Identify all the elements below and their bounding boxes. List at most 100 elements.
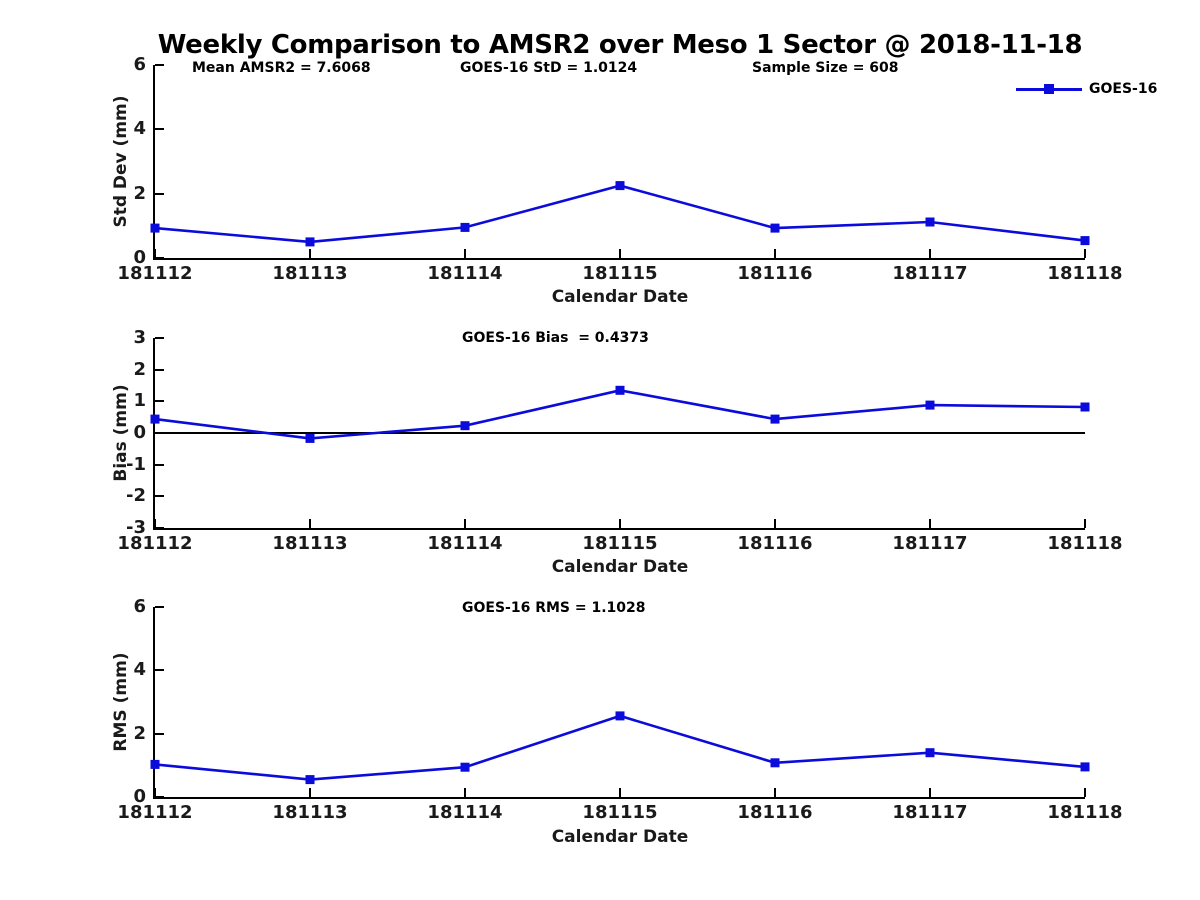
y-tick-label: 0 xyxy=(133,786,146,807)
x-tick-label: 181112 xyxy=(117,263,193,284)
y-tick-mark xyxy=(155,64,164,66)
chart-title: Weekly Comparison to AMSR2 over Meso 1 S… xyxy=(157,30,1083,60)
data-point-marker xyxy=(460,762,470,772)
legend: GOES-16 xyxy=(1016,81,1157,97)
data-point-marker xyxy=(1080,236,1090,246)
y-tick-mark xyxy=(155,527,164,529)
x-tick-label: 181116 xyxy=(737,263,813,284)
x-tick-label: 181116 xyxy=(737,802,813,823)
data-point-marker xyxy=(460,421,470,431)
y-tick-label: 6 xyxy=(133,54,146,75)
x-tick-mark xyxy=(309,788,311,797)
y-tick-mark xyxy=(155,669,164,672)
x-tick-mark xyxy=(1084,249,1086,258)
y-tick-mark xyxy=(155,337,164,339)
series-plot xyxy=(150,711,1090,785)
y-tick-label: 1 xyxy=(133,390,146,412)
x-axis-label-bias: Calendar Date xyxy=(551,557,689,577)
x-tick-mark xyxy=(464,249,466,258)
data-point-marker xyxy=(1080,762,1090,772)
plot-area-bias: 3 2 1 0 -1 -2 -3 181112 181113 181114 181115 181116… xyxy=(117,327,1122,554)
x-tick-mark xyxy=(464,788,466,797)
x-tick-mark xyxy=(619,788,621,797)
annotation-goes16-std: GOES-16 StD = 1.0124 xyxy=(460,60,638,76)
y-tick-label: 0 xyxy=(133,422,146,443)
y-tick-mark xyxy=(155,495,164,498)
x-tick-mark xyxy=(929,519,931,528)
data-point-marker xyxy=(305,433,315,443)
x-tick-label: 181117 xyxy=(892,263,968,284)
data-point-marker xyxy=(770,414,780,424)
x-tick-label: 181117 xyxy=(892,533,968,554)
data-point-marker xyxy=(1080,402,1090,412)
x-tick-label: 181115 xyxy=(582,533,658,554)
y-tick-label: 2 xyxy=(133,722,146,744)
series-line xyxy=(154,714,1086,781)
series-plot xyxy=(150,385,1090,443)
x-tick-label: 181115 xyxy=(582,263,658,284)
data-point-marker xyxy=(615,711,625,721)
legend-label: GOES-16 xyxy=(1089,81,1158,97)
x-tick-mark xyxy=(619,519,621,528)
legend-line-sample xyxy=(1016,84,1082,94)
legend-square-marker-icon xyxy=(1044,84,1054,94)
x-tick-mark xyxy=(774,788,776,797)
zero-reference-line xyxy=(155,432,1085,434)
y-tick-label: 6 xyxy=(133,596,146,617)
x-tick-label: 181114 xyxy=(427,263,503,284)
x-tick-label: 181113 xyxy=(272,263,348,284)
x-tick-mark xyxy=(1084,788,1086,797)
x-tick-label: 181114 xyxy=(427,802,503,823)
x-tick-mark xyxy=(309,519,311,528)
annotation-goes16-rms: GOES-16 RMS = 1.1028 xyxy=(462,600,646,616)
y-tick-label: -3 xyxy=(126,517,146,538)
y-tick-mark xyxy=(155,463,164,466)
annotation-goes16-bias: GOES-16 Bias = 0.4373 xyxy=(462,330,649,346)
y-tick-mark xyxy=(155,732,164,735)
x-tick-label: 181115 xyxy=(582,802,658,823)
y-tick-mark xyxy=(155,128,164,131)
x-tick-label: 181118 xyxy=(1047,802,1123,823)
data-point-marker xyxy=(150,759,160,769)
y-tick-label: -2 xyxy=(126,485,146,507)
y-tick-label: 2 xyxy=(133,182,146,204)
plot-area-stddev: 0 2 4 6 181112 181113 181114 181115 181116 181117… xyxy=(117,54,1122,284)
data-point-marker xyxy=(925,400,935,410)
x-tick-label: 181112 xyxy=(117,802,193,823)
x-tick-mark xyxy=(774,249,776,258)
x-axis-label-rms: Calendar Date xyxy=(551,827,689,847)
y-tick-label: 4 xyxy=(133,118,146,140)
x-tick-mark xyxy=(154,249,156,258)
annotation-mean-amsr2: Mean AMSR2 = 7.6068 xyxy=(192,60,371,76)
plot-area-rms: 0 2 4 6 181112 181113 181114 181115 181116 181117… xyxy=(117,596,1122,823)
data-point-marker xyxy=(305,775,315,785)
y-tick-label: -1 xyxy=(126,453,146,475)
x-tick-mark xyxy=(774,519,776,528)
y-axis-label-rms: RMS (mm) xyxy=(111,652,131,752)
y-tick-mark xyxy=(155,192,164,195)
y-tick-mark xyxy=(155,606,164,608)
x-axis-label-stddev: Calendar Date xyxy=(551,287,689,307)
data-point-marker xyxy=(305,237,315,247)
y-tick-label: 3 xyxy=(133,327,146,348)
y-tick-mark xyxy=(155,257,164,259)
y-tick-label: 2 xyxy=(133,358,146,380)
y-tick-mark xyxy=(155,400,164,403)
data-point-marker xyxy=(925,217,935,227)
series-plot xyxy=(150,181,1090,247)
y-tick-mark xyxy=(155,368,164,371)
data-point-marker xyxy=(770,758,780,768)
x-tick-label: 181116 xyxy=(737,533,813,554)
x-tick-mark xyxy=(1084,519,1086,528)
data-point-marker xyxy=(460,222,470,232)
x-tick-mark xyxy=(464,519,466,528)
x-tick-label: 181113 xyxy=(272,533,348,554)
x-tick-mark xyxy=(309,249,311,258)
y-tick-label: 4 xyxy=(133,659,146,681)
data-point-marker xyxy=(615,181,625,191)
y-axis-label-stddev: Std Dev (mm) xyxy=(111,95,131,228)
data-point-marker xyxy=(925,748,935,758)
y-tick-label: 0 xyxy=(133,247,146,268)
data-point-marker xyxy=(150,223,160,233)
